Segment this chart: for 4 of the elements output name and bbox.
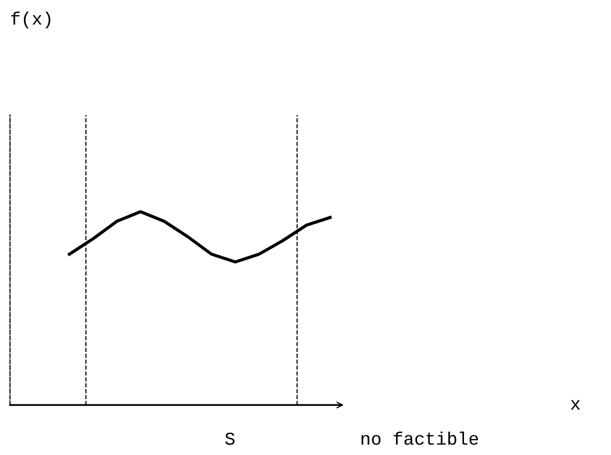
text: S bbox=[225, 432, 235, 445]
text: f(x) bbox=[11, 12, 50, 28]
text: no factible bbox=[362, 432, 478, 445]
text: x bbox=[570, 400, 580, 410]
